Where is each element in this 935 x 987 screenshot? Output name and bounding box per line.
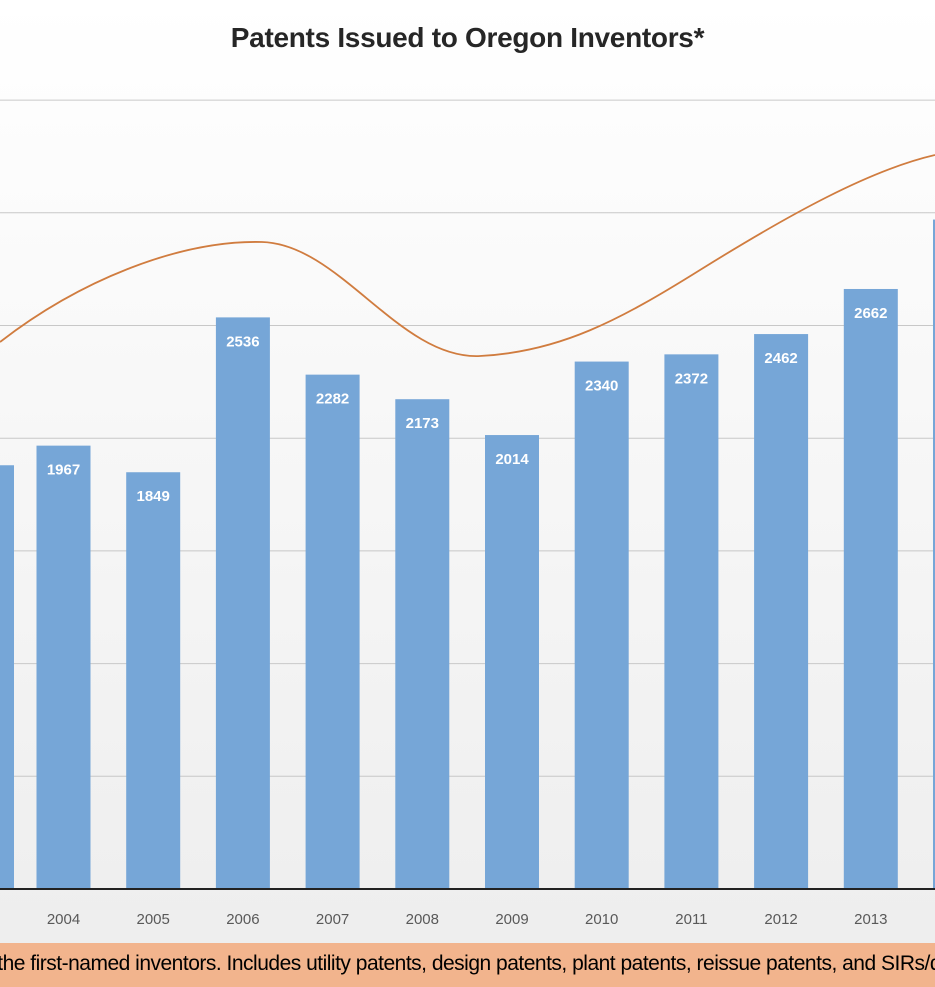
data-label-2009: 2014 xyxy=(495,451,529,468)
bar-2007 xyxy=(305,374,360,889)
data-label-2012: 2462 xyxy=(764,350,797,367)
bar-2004 xyxy=(36,445,91,889)
bars xyxy=(0,219,935,890)
data-label-2006: 2536 xyxy=(226,333,259,350)
bar-partial-left xyxy=(0,465,14,889)
data-label-2005: 1849 xyxy=(137,488,170,505)
x-tick-2010: 2010 xyxy=(585,911,618,928)
data-labels: 1967 1849 2536 2282 2173 2014 2340 2372 2462 2662 xyxy=(47,305,888,505)
x-tick-2004: 2004 xyxy=(47,911,80,928)
bar-2005 xyxy=(126,472,181,889)
x-axis-ticks: 2004 2005 2006 2007 2008 2009 2010 2011 2012 2013 xyxy=(47,911,888,928)
data-label-2011: 2372 xyxy=(675,370,708,387)
bar-2012 xyxy=(754,334,809,889)
data-label-2004: 1967 xyxy=(47,462,80,479)
x-tick-2008: 2008 xyxy=(406,911,439,928)
trend-line-layer xyxy=(0,154,935,357)
x-tick-2007: 2007 xyxy=(316,911,349,928)
trend-line xyxy=(0,154,935,357)
bar-2011 xyxy=(664,354,719,889)
bar-2008 xyxy=(395,399,450,889)
bar-partial-right xyxy=(933,219,935,889)
footnote-banner: e residence of the first-named inventors… xyxy=(0,943,935,987)
data-label-2007: 2282 xyxy=(316,391,349,408)
chart-title: Patents Issued to Oregon Inventors* xyxy=(230,22,705,53)
x-tick-2011: 2011 xyxy=(675,911,707,928)
chart-plot: 1967 1849 2536 2282 2173 2014 2340 2372 2462 2662… xyxy=(0,99,935,928)
data-label-2013: 2662 xyxy=(854,305,887,322)
bar-2006 xyxy=(215,317,270,889)
bar-2010 xyxy=(574,361,629,890)
x-tick-2005: 2005 xyxy=(137,911,170,928)
bar-2009 xyxy=(485,435,539,889)
data-label-2008: 2173 xyxy=(406,415,439,432)
x-tick-2013: 2013 xyxy=(854,911,887,928)
x-tick-2009: 2009 xyxy=(495,911,528,928)
bar-2013 xyxy=(843,288,898,889)
footnote-text: e residence of the first-named inventors… xyxy=(0,952,935,975)
x-tick-2006: 2006 xyxy=(226,911,259,928)
data-label-2010: 2340 xyxy=(585,378,618,395)
x-tick-2012: 2012 xyxy=(764,911,797,928)
